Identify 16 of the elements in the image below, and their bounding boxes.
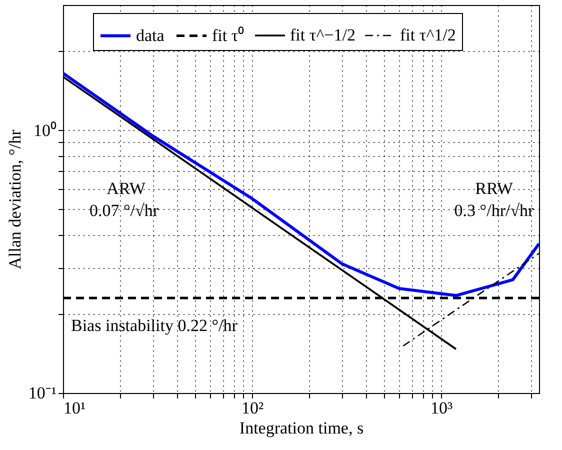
annotation: ARW [106,179,146,198]
legend-label: data [136,26,165,45]
x-tick-label: 10¹ [64,398,86,418]
x-tick-label: 10³ [430,398,453,418]
x-axis-title: Integration time, s [239,418,364,438]
legend-label: fit τ^−1/2 [290,26,356,44]
annotation: 0.07 °/√hr [89,201,159,220]
legend-label: fit τ^1/2 [400,26,456,44]
annotation: RRW [475,179,514,198]
y-tick-label: 10⁰ [34,120,56,140]
annotation: 0.3 °/hr/√hr [454,201,534,220]
x-tick-label: 10² [241,398,264,418]
legend-label: fit τ⁰ [212,26,244,45]
annotation: Bias instability 0.22 °/hr [71,316,238,335]
y-tick-label: 10⁻¹ [28,384,56,402]
y-axis-title: Allan deviation, °/hr [5,129,24,270]
